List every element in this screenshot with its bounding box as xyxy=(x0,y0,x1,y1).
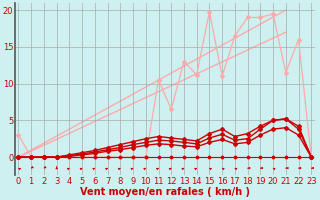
X-axis label: Vent moyen/en rafales ( km/h ): Vent moyen/en rafales ( km/h ) xyxy=(80,187,250,197)
